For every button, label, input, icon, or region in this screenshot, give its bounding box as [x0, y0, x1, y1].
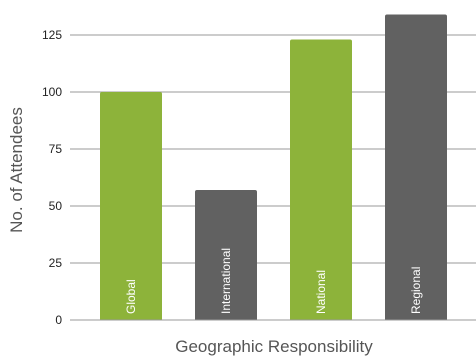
y-axis-title: No. of Attendees [7, 107, 26, 233]
y-tick-label: 100 [42, 85, 62, 99]
y-tick-label: 75 [49, 142, 63, 156]
y-tick-label: 0 [55, 313, 62, 327]
y-tick-label: 50 [49, 199, 63, 213]
y-tick-label: 125 [42, 28, 62, 42]
bar-category-label: Global [124, 279, 138, 314]
y-axis-ticks: 0 25 50 75 100 125 [42, 28, 62, 327]
bar-category-label: National [314, 270, 328, 314]
bar-category-label: Regional [409, 267, 423, 314]
bar-global [100, 92, 162, 320]
bar-international [195, 190, 257, 320]
bar-category-label: International [219, 248, 233, 314]
x-axis-title: Geographic Responsibility [175, 337, 373, 356]
bar-national [290, 39, 352, 321]
bar-regional [385, 14, 447, 320]
bars: Global International National Regional [100, 14, 447, 321]
y-tick-label: 25 [49, 256, 63, 270]
